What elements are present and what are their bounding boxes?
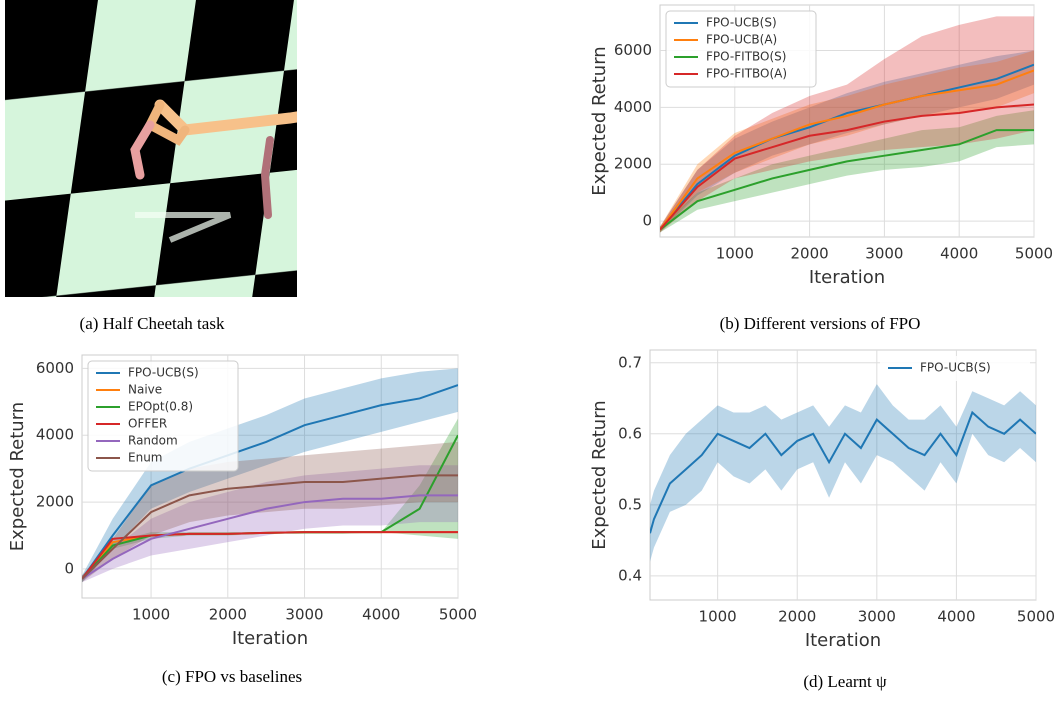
x-tick-label: 4000 — [362, 606, 400, 624]
chart-caption: (b) Different versions of FPO — [720, 314, 921, 333]
x-tick-label: 5000 — [439, 606, 477, 624]
series-line — [660, 103, 1034, 231]
legend-frame — [880, 356, 1030, 381]
legend-frame — [665, 10, 817, 88]
confidence-band — [82, 465, 458, 583]
y-tick-label: 4000 — [614, 98, 652, 116]
series-line — [650, 410, 1036, 534]
legend-label: OFFER — [128, 417, 167, 431]
legend-label: Enum — [128, 451, 162, 465]
x-tick-label: 2000 — [778, 608, 816, 626]
y-tick-label: 2000 — [614, 155, 652, 173]
chart-caption: (c) FPO vs baselines — [162, 667, 302, 686]
legend-label: FPO-FITBO(S) — [706, 50, 786, 64]
series-line — [82, 474, 458, 580]
plot-area — [649, 349, 1037, 601]
chart-caption: (d) Learnt ψ — [803, 672, 887, 691]
series-line — [82, 531, 458, 580]
cheetah-image — [5, 0, 297, 297]
series-line — [660, 63, 1034, 231]
series-line — [82, 494, 458, 580]
y-tick-label: 0.7 — [618, 353, 642, 371]
y-tick-label: 0.5 — [618, 495, 642, 513]
x-tick-label: 2000 — [209, 606, 247, 624]
y-tick-label: 2000 — [36, 493, 74, 511]
y-tick-label: 4000 — [36, 426, 74, 444]
confidence-band — [82, 368, 458, 583]
plot-content — [660, 16, 1034, 233]
legend-label: Random — [128, 434, 178, 448]
x-tick-label: 1000 — [699, 608, 737, 626]
y-axis-label: Expected Return — [589, 400, 610, 549]
y-axis-label: Expected Return — [7, 402, 28, 551]
confidence-band — [660, 50, 1034, 233]
x-tick-label: 1000 — [132, 606, 170, 624]
y-tick-label: 6000 — [614, 41, 652, 59]
x-tick-label: 5000 — [1017, 608, 1055, 626]
x-tick-label: 1000 — [716, 245, 754, 263]
x-tick-label: 4000 — [940, 245, 978, 263]
x-axis-label: Iteration — [809, 267, 885, 288]
series-line — [660, 129, 1034, 231]
x-tick-label: 2000 — [791, 245, 829, 263]
confidence-band — [660, 50, 1034, 233]
confidence-band — [660, 110, 1034, 233]
plot-content — [82, 368, 458, 583]
legend-label: EPOpt(0.8) — [128, 400, 193, 414]
legend-label: FPO-UCB(S) — [706, 16, 777, 30]
x-tick-label: 3000 — [285, 606, 323, 624]
y-tick-label: 0.4 — [618, 566, 642, 584]
x-tick-label: 3000 — [858, 608, 896, 626]
x-tick-label: 4000 — [937, 608, 975, 626]
legend-frame — [87, 360, 239, 472]
y-tick-label: 0 — [642, 212, 652, 230]
confidence-band — [650, 384, 1036, 562]
series-line — [82, 384, 458, 580]
legend-label: FPO-UCB(A) — [706, 33, 777, 47]
x-axis-label: Iteration — [232, 628, 308, 649]
y-tick-label: 6000 — [36, 359, 74, 377]
image-caption: (a) Half Cheetah task — [80, 314, 225, 333]
legend-label: FPO-UCB(S) — [128, 366, 199, 380]
y-tick-label: 0 — [64, 559, 74, 577]
plot-content — [650, 384, 1036, 562]
y-axis-label: Expected Return — [589, 46, 610, 195]
x-tick-label: 3000 — [865, 245, 903, 263]
x-tick-label: 5000 — [1015, 245, 1053, 263]
confidence-band — [660, 16, 1034, 233]
y-tick-label: 0.6 — [618, 424, 642, 442]
confidence-band — [82, 441, 458, 583]
x-axis-label: Iteration — [805, 630, 881, 651]
legend-label: FPO-FITBO(A) — [706, 67, 787, 81]
series-line — [660, 69, 1034, 231]
legend-label: Naive — [128, 383, 162, 397]
legend-label: FPO-UCB(S) — [920, 361, 991, 375]
